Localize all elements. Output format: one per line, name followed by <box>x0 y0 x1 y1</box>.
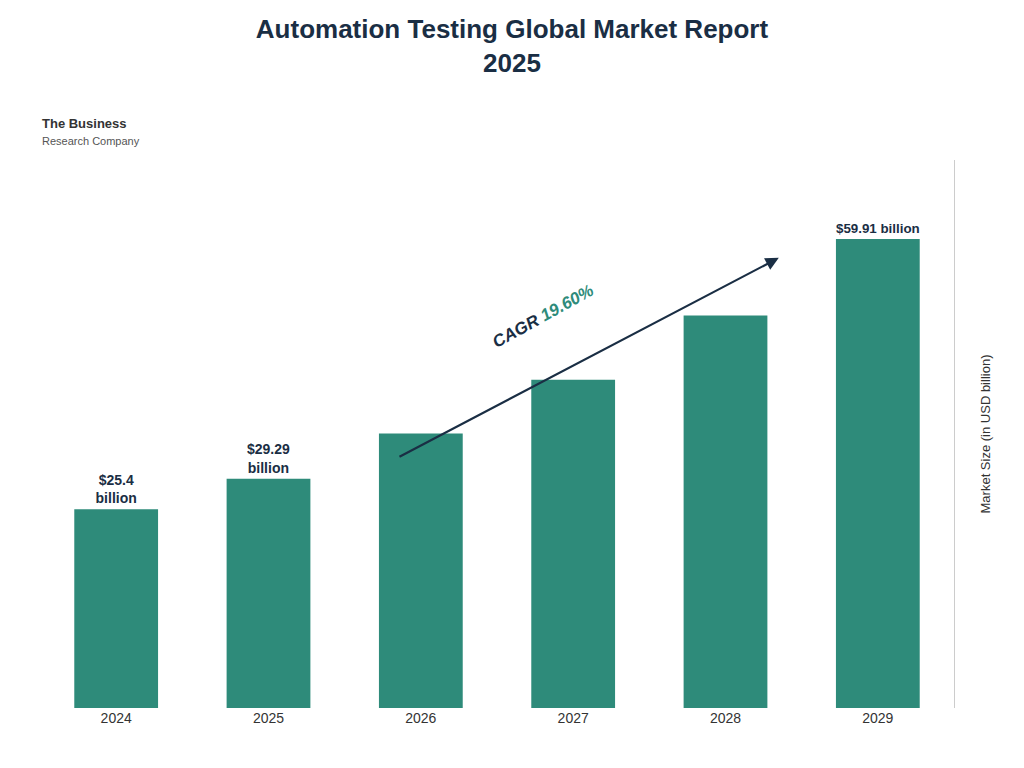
svg-text:The BusinessResearch Company: The BusinessResearch Company <box>42 116 140 147</box>
svg-text:2028: 2028 <box>710 710 741 726</box>
svg-text:$25.4billion: $25.4billion <box>96 472 137 506</box>
svg-text:$29.29billion: $29.29billion <box>247 441 290 475</box>
svg-text:2024: 2024 <box>101 710 132 726</box>
svg-text:2025: 2025 <box>253 710 284 726</box>
svg-text:$59.91 billion: $59.91 billion <box>836 221 920 236</box>
svg-text:Automation Testing Global Mark: Automation Testing Global Market Report2… <box>256 14 769 78</box>
svg-text:CAGR 19.60%: CAGR 19.60% <box>489 281 597 352</box>
svg-text:2029: 2029 <box>862 710 893 726</box>
svg-text:2027: 2027 <box>558 710 589 726</box>
svg-text:Market Size (in USD billion): Market Size (in USD billion) <box>978 355 993 514</box>
svg-text:2026: 2026 <box>405 710 436 726</box>
